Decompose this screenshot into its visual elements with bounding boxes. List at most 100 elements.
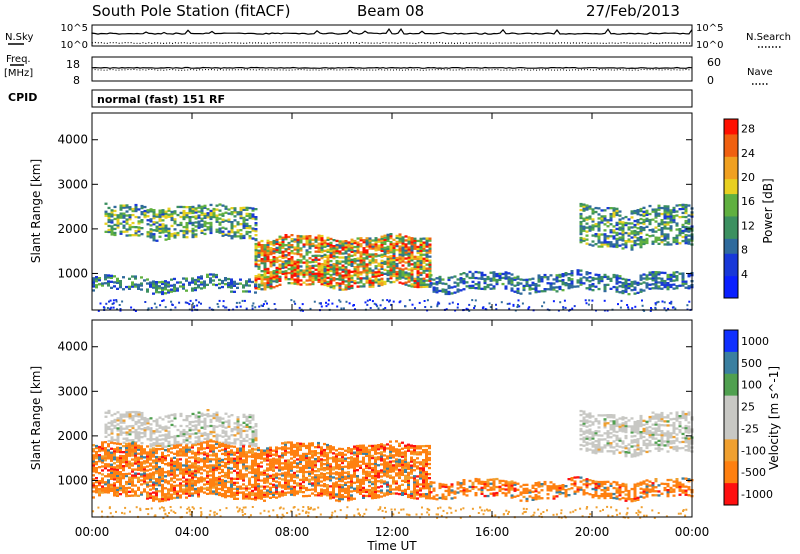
echo-cell	[233, 481, 236, 484]
echo-cell	[621, 217, 625, 220]
echo-cell	[161, 483, 164, 487]
echo-cell	[158, 281, 161, 284]
echo-cell	[344, 248, 348, 251]
echo-cell	[140, 422, 144, 425]
echo-cell	[206, 444, 209, 447]
echo-cell	[579, 241, 583, 244]
echo-cell	[438, 279, 442, 283]
echo-cell	[212, 279, 215, 282]
echo-cell	[131, 225, 135, 229]
echo-cell	[368, 279, 372, 282]
echo-cell	[170, 284, 173, 287]
echo-cell	[131, 490, 134, 493]
echo-cell	[389, 257, 393, 260]
echo-cell	[155, 422, 159, 425]
echo-cell	[212, 412, 216, 416]
echo-cell	[185, 222, 189, 225]
echo-cell	[425, 251, 429, 254]
echo-cell	[353, 304, 355, 306]
echo-cell	[267, 307, 270, 310]
echo-cell	[410, 259, 414, 262]
echo-cell	[266, 271, 270, 275]
echo-cell	[353, 251, 357, 255]
echo-cell	[131, 452, 134, 455]
echo-cell	[651, 277, 655, 280]
echo-cell	[627, 306, 630, 309]
echo-cell	[221, 425, 225, 428]
echo-cell	[164, 493, 167, 496]
echo-cell	[158, 490, 161, 493]
echo-cell	[395, 266, 399, 270]
echo-cell	[669, 273, 673, 277]
echo-cell	[128, 480, 131, 483]
echo-cell	[167, 209, 171, 212]
echo-cell	[146, 420, 150, 423]
echo-cell	[170, 214, 174, 218]
echo-cell	[140, 455, 143, 458]
echo-cell	[432, 290, 436, 293]
echo-cell	[582, 227, 586, 230]
echo-cell	[338, 299, 341, 302]
echo-cell	[663, 237, 667, 240]
echo-cell	[260, 304, 263, 307]
echo-cell	[350, 258, 354, 261]
echo-cell	[134, 442, 137, 445]
echo-cell	[218, 467, 221, 471]
nave-tick-bottom: 0	[707, 74, 714, 87]
echo-cell	[197, 465, 200, 468]
echo-cell	[122, 485, 125, 488]
echo-cell	[263, 254, 267, 257]
echo-cell	[591, 210, 595, 213]
echo-cell	[413, 237, 417, 240]
echo-cell	[290, 262, 294, 265]
echo-cell	[125, 454, 128, 458]
echo-cell	[506, 302, 509, 305]
echo-cell	[483, 285, 487, 289]
echo-cell	[374, 261, 378, 264]
echo-cell	[290, 479, 293, 482]
echo-cell	[143, 490, 146, 493]
echo-cell	[113, 490, 116, 493]
echo-cell	[362, 271, 366, 274]
echo-cell	[161, 455, 164, 458]
echo-cell	[128, 476, 131, 479]
echo-cell	[239, 216, 243, 220]
echo-cell	[284, 459, 287, 462]
echo-cell	[155, 484, 158, 487]
echo-cell	[128, 472, 131, 475]
echo-cell	[660, 231, 664, 234]
echo-cell	[134, 454, 137, 457]
echo-cell	[311, 468, 314, 471]
echo-cell	[471, 272, 475, 275]
echo-cell	[287, 447, 290, 450]
echo-cell	[606, 235, 610, 238]
echo-cell	[323, 279, 327, 283]
echo-cell	[98, 490, 101, 493]
echo-cell	[422, 241, 426, 244]
echo-cell	[182, 474, 185, 477]
echo-cell	[365, 281, 369, 284]
echo-cell	[416, 239, 420, 243]
echo-cell	[113, 458, 116, 461]
echo-cell	[287, 463, 290, 466]
echo-cell	[230, 442, 234, 445]
echo-cell	[317, 244, 321, 247]
echo-cell	[278, 457, 281, 460]
echo-cell	[152, 235, 156, 238]
echo-cell	[546, 278, 550, 281]
echo-cell	[323, 475, 326, 478]
echo-cell	[401, 256, 405, 259]
echo-cell	[465, 275, 469, 278]
echo-cell	[209, 446, 212, 449]
echo-cell	[281, 254, 285, 257]
echo-cell	[149, 439, 153, 442]
echo-cell	[119, 481, 122, 484]
echo-cell	[215, 458, 218, 462]
echo-cell	[311, 462, 314, 465]
echo-cell	[395, 276, 399, 280]
echo-cell	[299, 456, 302, 459]
echo-cell	[278, 275, 282, 278]
echo-cell	[149, 454, 152, 457]
echo-cell	[314, 464, 317, 467]
echo-cell	[627, 226, 631, 229]
